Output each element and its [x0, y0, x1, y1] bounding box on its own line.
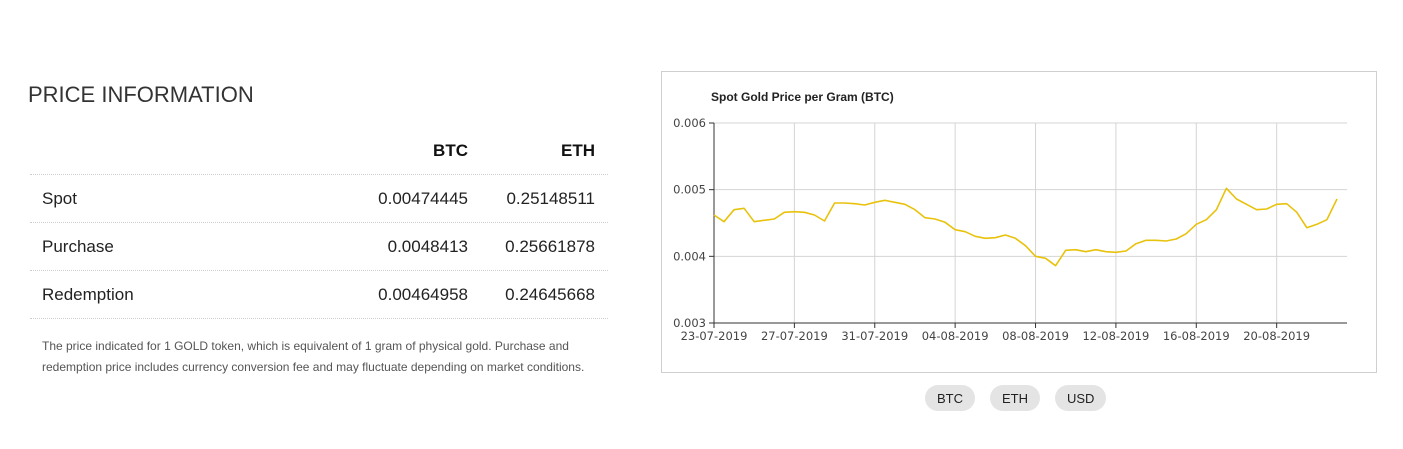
row-label: Redemption [42, 284, 134, 304]
chart-title: Spot Gold Price per Gram (BTC) [711, 90, 894, 104]
row-label: Spot [42, 188, 77, 208]
y-tick-label: 0.003 [673, 316, 706, 330]
currency-switcher: BTC ETH USD [925, 385, 1107, 411]
table-row-redemption: Redemption 0.00464958 0.24645668 [30, 271, 608, 319]
x-tick-label: 04-08-2019 [922, 329, 989, 343]
x-tick-label: 16-08-2019 [1163, 329, 1230, 343]
price-series-line [713, 187, 1338, 267]
column-header-eth: ETH [561, 140, 595, 160]
redemption-btc-value: 0.00464958 [378, 284, 468, 304]
price-note-line-2: redemption price includes currency conve… [42, 360, 585, 374]
price-chart-svg: Spot Gold Price per Gram (BTC) 0.006 0.00… [673, 90, 1347, 343]
price-table: BTC ETH Spot 0.00474445 0.25148511 Purch… [30, 127, 608, 319]
price-chart: Spot Gold Price per Gram (BTC) 0.006 0.00… [661, 71, 1377, 373]
column-header-btc: BTC [433, 140, 468, 160]
x-tick-label: 31-07-2019 [841, 329, 908, 343]
y-tick-label: 0.005 [673, 183, 706, 197]
spot-eth-value: 0.25148511 [506, 188, 595, 208]
spot-btc-value: 0.00474445 [378, 188, 468, 208]
currency-btc-button[interactable]: BTC [925, 385, 975, 411]
table-row-purchase: Purchase 0.0048413 0.25661878 [30, 223, 608, 271]
x-tick-label: 27-07-2019 [761, 329, 828, 343]
y-tick-label: 0.004 [673, 249, 706, 263]
redemption-eth-value: 0.24645668 [505, 284, 595, 304]
table-row-spot: Spot 0.00474445 0.25148511 [30, 175, 608, 223]
purchase-btc-value: 0.0048413 [387, 236, 468, 256]
page-title: PRICE INFORMATION [28, 82, 254, 107]
price-note-line-1: The price indicated for 1 GOLD token, wh… [42, 339, 569, 353]
y-tick-label: 0.006 [673, 116, 706, 130]
row-label: Purchase [42, 236, 114, 256]
purchase-eth-value: 0.25661878 [505, 236, 595, 256]
x-tick-label: 08-08-2019 [1002, 329, 1069, 343]
currency-usd-button[interactable]: USD [1055, 385, 1107, 411]
table-header-row: BTC ETH [30, 127, 608, 175]
x-tick-label: 12-08-2019 [1082, 329, 1149, 343]
price-note: The price indicated for 1 GOLD token, wh… [42, 336, 602, 378]
x-tick-label: 20-08-2019 [1243, 329, 1310, 343]
currency-eth-button[interactable]: ETH [990, 385, 1040, 411]
x-tick-label: 23-07-2019 [681, 329, 748, 343]
